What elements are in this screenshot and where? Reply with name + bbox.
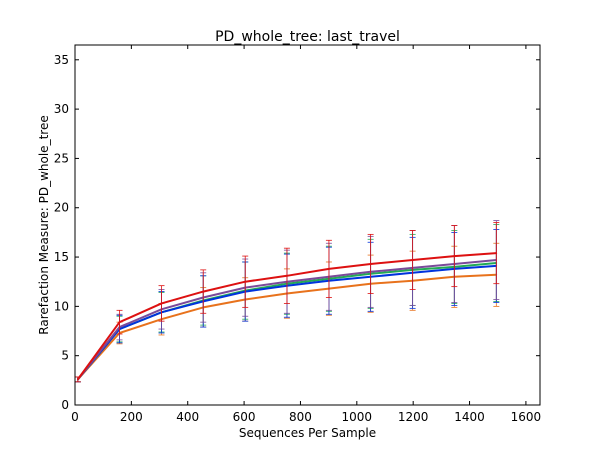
data-point — [495, 252, 498, 254]
y-axis-ticks: 0 5 10 15 20 25 30 35 — [54, 53, 540, 412]
y-tick-label: 35 — [54, 53, 69, 67]
x-tick-label: 1400 — [454, 410, 485, 424]
plot-border — [74, 44, 541, 406]
y-tick-label: 15 — [54, 250, 69, 264]
y-axis-label: Rarefaction Measure: PD_whole_tree — [37, 115, 51, 334]
y-tick-label: 10 — [54, 299, 69, 313]
data-point — [244, 280, 247, 283]
x-tick-label: 1000 — [342, 410, 373, 424]
y-tick-label: 30 — [54, 102, 69, 116]
y-tick-label: 20 — [54, 201, 69, 215]
series-5 — [74, 222, 500, 383]
data-point — [118, 321, 121, 323]
data-point — [453, 255, 456, 257]
x-axis-label: Sequences Per Sample — [239, 426, 376, 440]
y-tick-label: 5 — [61, 349, 69, 363]
data-point — [411, 259, 414, 261]
data-point — [77, 378, 79, 381]
data-point — [328, 268, 330, 270]
x-tick-label: 200 — [120, 410, 143, 424]
series-group — [74, 220, 500, 383]
y-tick-label: 0 — [61, 398, 69, 412]
data-point — [202, 290, 205, 293]
data-point — [369, 263, 372, 265]
plot-area — [75, 45, 540, 405]
x-tick-label: 400 — [176, 410, 199, 424]
data-point — [160, 302, 163, 305]
y-tick-label: 25 — [54, 151, 69, 165]
data-point — [286, 274, 288, 277]
x-tick-label: 600 — [233, 410, 256, 424]
x-tick-label: 800 — [289, 410, 312, 424]
chart-title: PD_whole_tree: last_travel — [215, 29, 400, 45]
x-tick-label: 0 — [71, 410, 79, 424]
x-axis-ticks: 0 200 400 600 800 1000 1200 1400 1600 — [71, 45, 541, 424]
x-tick-label: 1600 — [511, 410, 542, 424]
x-tick-label: 1200 — [398, 410, 429, 424]
